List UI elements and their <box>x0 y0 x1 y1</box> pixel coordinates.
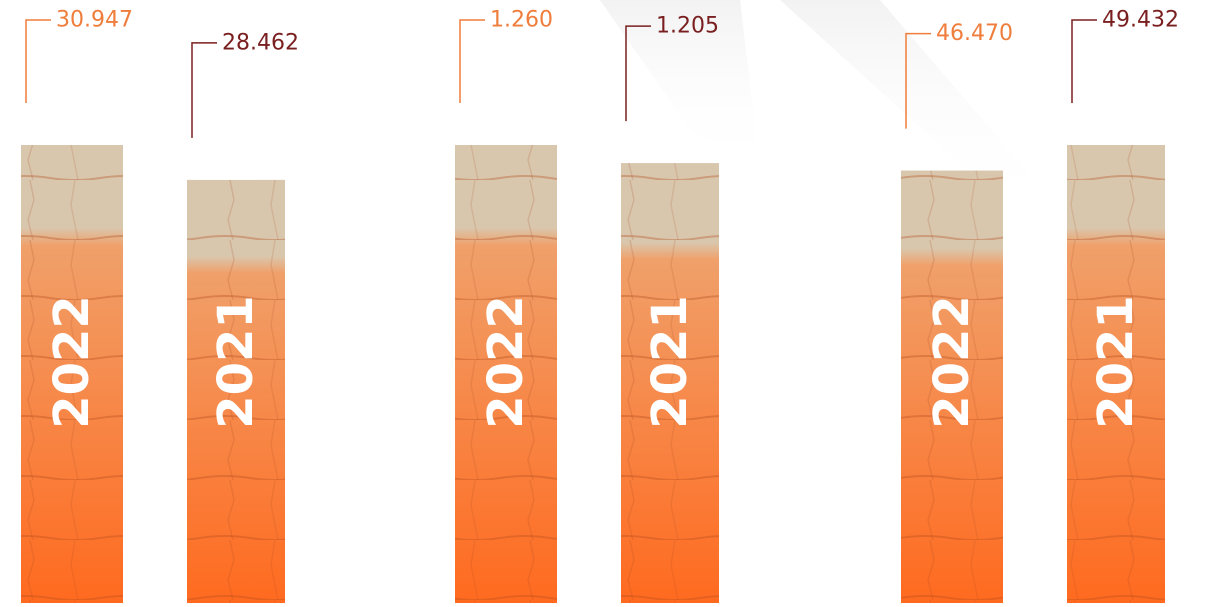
bar-year-label: 2021 <box>642 295 698 429</box>
value-label: 1.260 <box>490 8 553 33</box>
value-label: 46.470 <box>936 21 1013 46</box>
value-label: 28.462 <box>222 30 299 55</box>
bar-year-label: 2022 <box>44 295 100 429</box>
bar-year-label: 2021 <box>1088 295 1144 429</box>
value-label: 49.432 <box>1102 8 1179 33</box>
value-label: 30.947 <box>56 8 133 33</box>
bar-year-label: 2022 <box>924 295 980 429</box>
bar-year-label: 2022 <box>478 295 534 429</box>
bars-layer <box>21 145 1165 603</box>
value-leader-line <box>626 26 651 121</box>
value-label: 1.205 <box>656 14 719 39</box>
value-leader-line <box>192 43 217 138</box>
value-leader-line <box>460 20 485 103</box>
value-leader-line <box>26 20 51 103</box>
value-leader-line <box>906 34 931 129</box>
bar-year-label: 2021 <box>208 295 264 429</box>
value-leader-line <box>1072 20 1097 103</box>
